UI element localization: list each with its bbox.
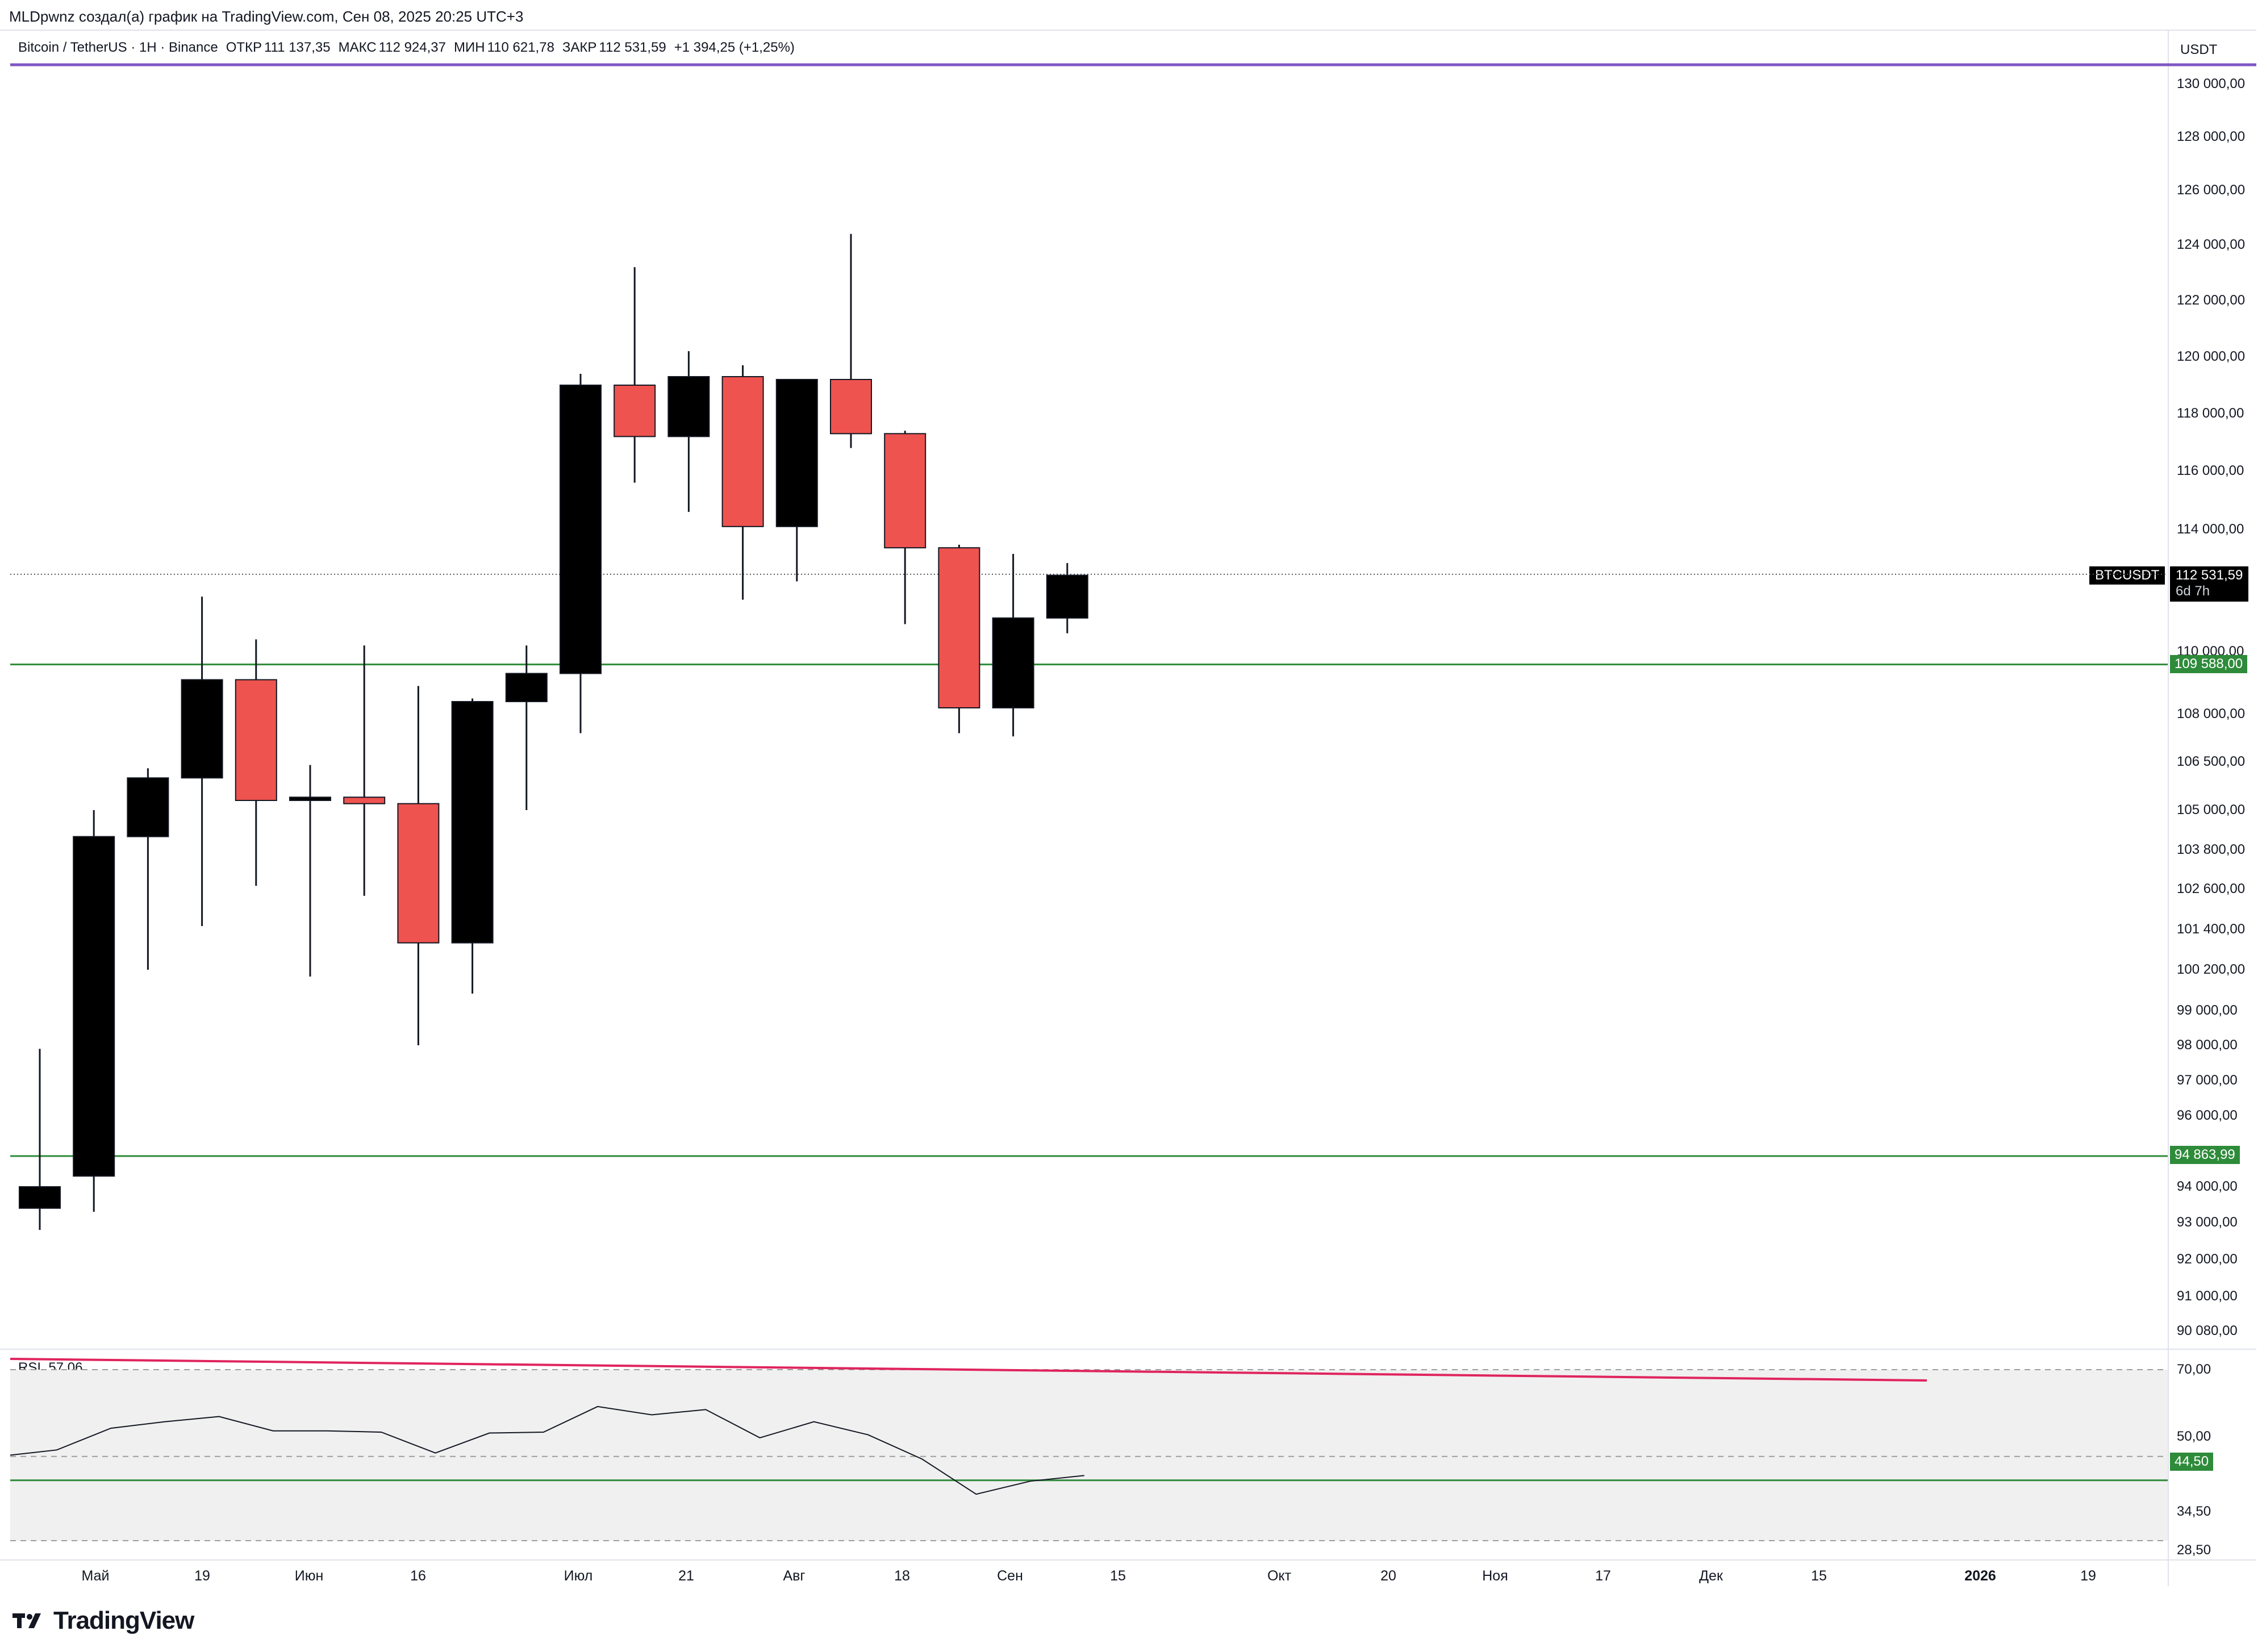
price-tick-label: 100 200,00 (2177, 962, 2246, 977)
price-tick-label: 114 000,00 (2177, 522, 2244, 537)
price-tick-label: 120 000,00 (2177, 349, 2246, 364)
date-tick-label: 17 (1595, 1568, 1611, 1584)
currency-label[interactable]: USDT (2180, 42, 2218, 57)
pane-separator (0, 1349, 2256, 1350)
date-tick-label: 21 (678, 1568, 694, 1584)
level-badge-upper: 109 588,00 (2170, 655, 2248, 673)
date-tick-label: 20 (1380, 1568, 1396, 1584)
date-tick-label: Ноя (1482, 1568, 1508, 1584)
candle-body (721, 376, 764, 527)
price-badge-countdown: 6d 7h (2176, 583, 2210, 599)
candle-body (775, 379, 818, 527)
candle-body (289, 796, 331, 802)
candle-body (667, 376, 710, 437)
price-tick-label: 90 080,00 (2177, 1323, 2238, 1338)
candle-body (451, 701, 494, 944)
date-tick-label: 16 (410, 1568, 426, 1584)
ohlc-open: ОТКР 111 137,35 (226, 40, 331, 55)
rsi-tick-label: 28,50 (2177, 1542, 2211, 1558)
candle-body (397, 803, 440, 944)
price-axis-border (2168, 30, 2169, 1586)
rsi-line (10, 1405, 1084, 1495)
price-tick-label: 91 000,00 (2177, 1288, 2238, 1304)
candle-body (19, 1186, 61, 1209)
candle-body (938, 547, 980, 708)
tradingview-logo[interactable]: TradingView (12, 1607, 194, 1635)
date-tick-label: 15 (1110, 1568, 1126, 1584)
tradingview-brand: TradingView (53, 1607, 194, 1634)
price-tick-label: 106 500,00 (2177, 754, 2246, 769)
price-tick-label: 97 000,00 (2177, 1073, 2238, 1088)
rsi-level-badge: 44,50 (2170, 1453, 2214, 1471)
price-tick-label: 93 000,00 (2177, 1215, 2238, 1230)
rsi-tick-label: 50,00 (2177, 1429, 2211, 1444)
candle-body (343, 796, 386, 804)
rsi-trendline (10, 1358, 1927, 1382)
price-tick-label: 118 000,00 (2177, 406, 2244, 421)
price-tick-label: 102 600,00 (2177, 881, 2246, 896)
date-tick-label: Окт (1267, 1568, 1292, 1584)
price-tick-label: 98 000,00 (2177, 1037, 2238, 1053)
candle-body (992, 617, 1034, 708)
rsi-band (10, 1370, 2168, 1541)
price-tick-label: 116 000,00 (2177, 463, 2244, 478)
ohlc-low: МИН 110 621,78 (454, 40, 554, 55)
price-tick-label: 108 000,00 (2177, 706, 2246, 721)
candle-body (235, 679, 277, 801)
ohlc-high: МАКС 112 924,37 (338, 40, 446, 55)
date-tick-label: Дек (1699, 1568, 1723, 1584)
date-tick-label: Июн (294, 1568, 324, 1584)
date-tick-label: 19 (2080, 1568, 2096, 1584)
candle-body (614, 385, 656, 437)
price-tick-label: 99 000,00 (2177, 1003, 2238, 1018)
date-tick-label: Авг (783, 1568, 806, 1584)
price-tick-label: 105 000,00 (2177, 802, 2246, 817)
price-tick-label: 96 000,00 (2177, 1108, 2238, 1123)
ohlc-close: ЗАКР 112 531,59 (562, 40, 666, 55)
price-tick-label: 103 800,00 (2177, 842, 2246, 857)
symbol-badge: BTCUSDT (2089, 566, 2165, 585)
date-tick-label: Июл (564, 1568, 593, 1584)
date-tick-label: 15 (1811, 1568, 1827, 1584)
price-badge: 112 531,59 6d 7h (2170, 566, 2249, 602)
chart-attribution: MLDpwnz создал(а) график на TradingView.… (9, 8, 524, 25)
date-tick-label: 2026 (1964, 1568, 1996, 1584)
price-badge-value: 112 531,59 (2176, 568, 2243, 583)
price-tick-label: 101 400,00 (2177, 921, 2246, 937)
candle-body (560, 385, 602, 674)
price-tick-label: 92 000,00 (2177, 1251, 2238, 1267)
symbol-title[interactable]: Bitcoin / TetherUS · 1Н · Binance (18, 40, 218, 55)
candle-body (830, 379, 872, 435)
date-tick-label: Май (81, 1568, 110, 1584)
price-tick-label: 124 000,00 (2177, 237, 2246, 252)
price-tick-label: 130 000,00 (2177, 76, 2246, 91)
candle-body (127, 777, 169, 837)
candle-body (884, 433, 926, 549)
tradingview-logo-icon (12, 1613, 41, 1628)
date-tick-label: 18 (894, 1568, 910, 1584)
candle-body (1046, 574, 1088, 619)
level-badge-lower: 94 863,99 (2170, 1146, 2240, 1164)
price-tick-label: 128 000,00 (2177, 129, 2246, 144)
ohlc-change: +1 394,25 (+1,25%) (674, 40, 795, 55)
price-tick-label: 94 000,00 (2177, 1179, 2238, 1194)
rsi-tick-label: 70,00 (2177, 1362, 2211, 1377)
price-tick-label: 122 000,00 (2177, 293, 2246, 308)
date-tick-label: 19 (194, 1568, 210, 1584)
time-axis-border (0, 1559, 2256, 1561)
top-border (0, 30, 2256, 31)
symbol-legend: Bitcoin / TetherUS · 1Н · Binance ОТКР 11… (18, 40, 795, 56)
candle-body (505, 673, 548, 702)
price-tick-label: 126 000,00 (2177, 182, 2246, 198)
candle-body (73, 836, 115, 1177)
date-tick-label: Сен (997, 1568, 1023, 1584)
candle-body (181, 679, 223, 779)
rsi-tick-label: 34,50 (2177, 1504, 2211, 1519)
